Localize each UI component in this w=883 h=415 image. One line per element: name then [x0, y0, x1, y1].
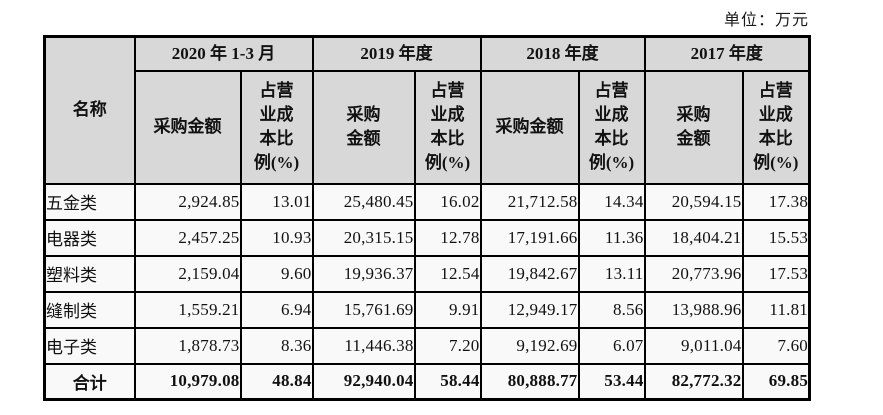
period-header-2017: 2017 年度	[643, 35, 811, 72]
total-amount-cell: 82,772.32	[643, 362, 744, 401]
amount-cell: 13,988.96	[643, 290, 744, 329]
amount-cell: 17,191.66	[479, 218, 580, 257]
ratio-cell: 15.53	[741, 218, 811, 257]
table-body: 五金类 2,924.85 13.01 25,480.45 16.02 21,71…	[43, 182, 811, 401]
table-row: 缝制类 1,559.21 6.94 15,761.69 9.91 12,949.…	[43, 290, 811, 329]
ratio-cell: 6.07	[577, 326, 646, 365]
ratio-cell: 17.38	[741, 182, 811, 221]
amount-header-2019: 采购 金额	[311, 69, 416, 185]
amount-cell: 1,559.21	[133, 290, 242, 329]
ratio-cell: 13.11	[577, 254, 646, 293]
amount-cell: 9,011.04	[643, 326, 744, 365]
row-name-cell: 电器类	[43, 218, 136, 257]
table-header: 名称 2020 年 1-3 月 2019 年度 2018 年度 2017 年度 …	[43, 35, 811, 185]
period-header-2019: 2019 年度	[311, 35, 482, 72]
ratio-cell: 12.54	[413, 254, 482, 293]
row-name-cell: 电子类	[43, 326, 136, 365]
amount-header-2017: 采购 金额	[643, 69, 744, 185]
ratio-cell: 9.91	[413, 290, 482, 329]
total-amount-cell: 92,940.04	[311, 362, 416, 401]
ratio-cell: 16.02	[413, 182, 482, 221]
amount-header-2018: 采购金额	[479, 69, 580, 185]
amount-cell: 19,936.37	[311, 254, 416, 293]
header-period-row: 名称 2020 年 1-3 月 2019 年度 2018 年度 2017 年度	[43, 35, 811, 185]
amount-cell: 25,480.45	[311, 182, 416, 221]
row-name-cell: 五金类	[43, 182, 136, 221]
ratio-cell: 9.60	[239, 254, 314, 293]
amount-cell: 9,192.69	[479, 326, 580, 365]
amount-cell: 11,446.38	[311, 326, 416, 365]
total-amount-cell: 80,888.77	[479, 362, 580, 401]
amount-cell: 12,949.17	[479, 290, 580, 329]
amount-header-2020: 采购金额	[133, 69, 242, 185]
ratio-cell: 8.36	[239, 326, 314, 365]
ratio-cell: 14.34	[577, 182, 646, 221]
total-row: 合计 10,979.08 48.84 92,940.04 58.44 80,88…	[43, 362, 811, 401]
ratio-header-2019: 占营 业成 本比 例(%)	[413, 69, 482, 185]
period-header-2020: 2020 年 1-3 月	[133, 35, 314, 72]
amount-cell: 2,159.04	[133, 254, 242, 293]
ratio-cell: 12.78	[413, 218, 482, 257]
row-name-cell: 缝制类	[43, 290, 136, 329]
total-ratio-cell: 53.44	[577, 362, 646, 401]
amount-cell: 20,594.15	[643, 182, 744, 221]
amount-cell: 21,712.58	[479, 182, 580, 221]
amount-cell: 2,924.85	[133, 182, 242, 221]
ratio-cell: 11.36	[577, 218, 646, 257]
ratio-cell: 10.93	[239, 218, 314, 257]
ratio-cell: 7.20	[413, 326, 482, 365]
ratio-header-2018: 占营 业成 本比 例(%)	[577, 69, 646, 185]
amount-cell: 18,404.21	[643, 218, 744, 257]
ratio-header-2017: 占营 业成 本比 例(%)	[741, 69, 811, 185]
period-header-2018: 2018 年度	[479, 35, 646, 72]
total-label-cell: 合计	[43, 362, 136, 401]
total-ratio-cell: 69.85	[741, 362, 811, 401]
total-ratio-cell: 58.44	[413, 362, 482, 401]
row-name-cell: 塑料类	[43, 254, 136, 293]
unit-label: 单位：万元	[723, 12, 809, 29]
table-row: 五金类 2,924.85 13.01 25,480.45 16.02 21,71…	[43, 182, 811, 221]
table-row: 塑料类 2,159.04 9.60 19,936.37 12.54 19,842…	[43, 254, 811, 293]
ratio-cell: 6.94	[239, 290, 314, 329]
table-row: 电器类 2,457.25 10.93 20,315.15 12.78 17,19…	[43, 218, 811, 257]
ratio-cell: 17.53	[741, 254, 811, 293]
ratio-cell: 13.01	[239, 182, 314, 221]
amount-cell: 2,457.25	[133, 218, 242, 257]
total-ratio-cell: 48.84	[239, 362, 314, 401]
ratio-cell: 8.56	[577, 290, 646, 329]
procurement-table: 名称 2020 年 1-3 月 2019 年度 2018 年度 2017 年度 …	[43, 35, 812, 401]
name-column-header: 名称	[43, 35, 136, 185]
amount-cell: 15,761.69	[311, 290, 416, 329]
amount-cell: 1,878.73	[133, 326, 242, 365]
ratio-cell: 7.60	[741, 326, 811, 365]
table-row: 电子类 1,878.73 8.36 11,446.38 7.20 9,192.6…	[43, 326, 811, 365]
total-amount-cell: 10,979.08	[133, 362, 242, 401]
ratio-cell: 11.81	[741, 290, 811, 329]
amount-cell: 20,773.96	[643, 254, 744, 293]
ratio-header-2020: 占营 业成 本比 例(%)	[239, 69, 314, 185]
header-columns-row: 采购金额 占营 业成 本比 例(%) 采购 金额 占营 业成 本比 例(%) 采…	[45, 69, 811, 185]
amount-cell: 19,842.67	[479, 254, 580, 293]
amount-cell: 20,315.15	[311, 218, 416, 257]
